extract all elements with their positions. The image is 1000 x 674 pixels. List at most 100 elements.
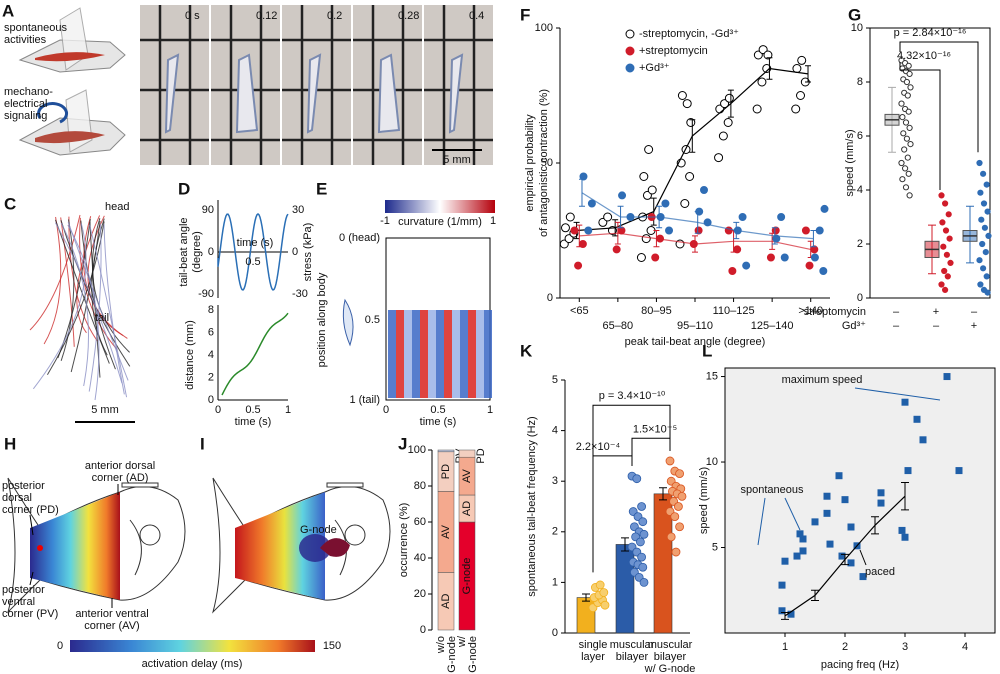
data-point (766, 253, 775, 262)
tick-label: -30 (292, 288, 308, 300)
trajectory (60, 219, 75, 361)
data-point (639, 578, 649, 587)
data-point (675, 522, 684, 532)
tick-label: 0 (215, 404, 221, 416)
data-point (641, 234, 651, 244)
colorbar (385, 200, 495, 213)
error-bar (901, 482, 909, 511)
segment-label: AD (440, 594, 452, 609)
annotation: activities (4, 34, 47, 46)
data-point (671, 547, 681, 557)
error-bar (811, 589, 819, 602)
error-bar (650, 197, 657, 226)
data-point (984, 208, 991, 215)
legend-label: +streptomycin (639, 45, 708, 57)
annotation: corner (AD) (92, 472, 149, 484)
data-point (940, 243, 947, 250)
segment-label: PD (440, 464, 452, 479)
error-bar (781, 611, 789, 620)
data-point (906, 192, 913, 199)
fish-eye (344, 524, 366, 546)
data-point (815, 226, 824, 235)
legend-label: +Gd³⁺ (639, 62, 670, 74)
trajectory (43, 216, 62, 345)
data-point (977, 189, 984, 196)
data-point (639, 172, 649, 181)
segment-label: AD (461, 501, 473, 516)
data-point (792, 64, 802, 73)
data-point (763, 50, 773, 60)
data-point (579, 172, 588, 181)
x-tick-label: layer (581, 651, 605, 663)
y-tick-label: 8 (857, 76, 863, 88)
tick-label: 0 (208, 246, 214, 258)
data-point (603, 212, 613, 222)
data-point (899, 176, 906, 183)
pacing-site (37, 545, 43, 551)
time-label: 0.28 (398, 10, 419, 22)
x-tick-label: 4 (962, 641, 968, 653)
axis-label: time (s) (420, 416, 457, 428)
legend-marker (625, 29, 635, 39)
leader-line (859, 549, 867, 566)
data-point (981, 224, 989, 231)
tick-label: 0.5 (245, 256, 260, 268)
trajectory (60, 220, 131, 367)
data-point (778, 581, 786, 589)
annotation: 1.5×10⁻⁵ (633, 423, 677, 435)
trajectory (70, 220, 101, 373)
tick-label: 0 (head) (339, 232, 380, 244)
tick-label: 90 (202, 204, 214, 216)
axis-label: time (s) (235, 416, 272, 428)
data-point (823, 509, 831, 517)
y-tick-label: 10 (706, 456, 718, 468)
data-point (718, 131, 728, 141)
panel-letter: D (178, 179, 190, 198)
data-point (835, 472, 843, 480)
data-point (677, 91, 687, 100)
x-tick-label: 1 (782, 641, 788, 653)
error-bar (727, 89, 734, 118)
error-bar (766, 57, 773, 80)
segment-label: PD (475, 448, 487, 463)
x-tick-label: 125–140 (751, 320, 794, 332)
data-point (805, 261, 814, 270)
tick-label: 1 (490, 215, 496, 227)
trajectory (32, 223, 87, 390)
tick-label: 0 (208, 394, 214, 406)
photo-fish (306, 53, 322, 134)
data-point (945, 211, 952, 218)
heatmap-stripe (444, 310, 452, 398)
data-point (638, 562, 648, 572)
heatmap-stripe (388, 310, 396, 398)
trajectory (60, 222, 89, 387)
y-tick-label: 60 (414, 516, 426, 528)
data-point (560, 223, 570, 233)
annotation: anterior ventral (75, 608, 148, 620)
legend-marker (625, 63, 635, 73)
annotation: corner (AV) (84, 620, 139, 632)
y-tick-label: 5 (712, 541, 718, 553)
y-tick-label: 80 (414, 480, 426, 492)
y-tick-label: 4 (857, 184, 863, 196)
row-label: Gd³⁺ (842, 320, 866, 332)
error-bar (841, 553, 849, 566)
data-point (946, 235, 953, 242)
annotation: ventral (2, 596, 35, 608)
time-label: 0.4 (469, 10, 484, 22)
x-tick-label: G-node (446, 636, 458, 673)
data-point (723, 118, 733, 127)
data-point (976, 257, 983, 264)
fish-plate (121, 482, 159, 488)
data-point (905, 170, 912, 177)
data-point (644, 145, 654, 154)
data-point (976, 159, 983, 167)
data-point (666, 532, 676, 542)
data-point (943, 373, 951, 381)
error-bar (576, 224, 583, 248)
data-point (714, 153, 724, 163)
data-point (777, 213, 786, 221)
bar-segment (437, 449, 455, 453)
scale-label: 5 mm (443, 154, 471, 166)
segment-label: G-node (461, 558, 473, 595)
